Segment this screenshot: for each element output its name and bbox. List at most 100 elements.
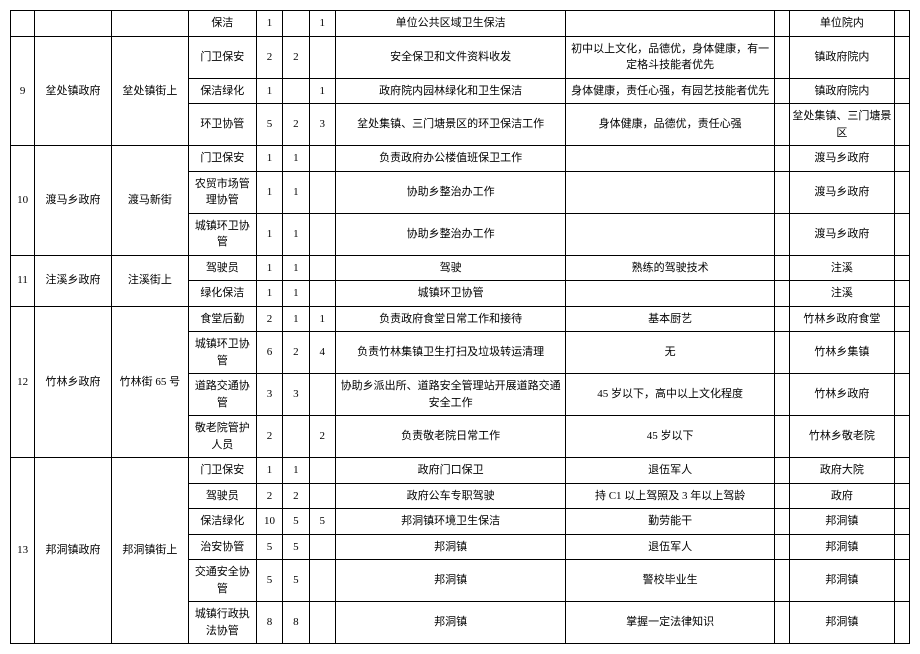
cell-location: 注溪 [790, 281, 894, 307]
cell-duty: 邦洞镇 [335, 602, 566, 644]
cell-duty: 负责敬老院日常工作 [335, 416, 566, 458]
cell-n2: 1 [283, 458, 309, 484]
cell-req: 身体健康，品德优，责任心强 [566, 104, 775, 146]
cell-x [774, 104, 789, 146]
cell-address [111, 11, 188, 37]
cell-y [894, 374, 909, 416]
cell-y [894, 36, 909, 78]
cell-x [774, 332, 789, 374]
cell-post: 食堂后勤 [188, 306, 256, 332]
cell-n3: 3 [309, 104, 335, 146]
cell-n1: 2 [256, 416, 282, 458]
cell-n1: 5 [256, 104, 282, 146]
cell-y [894, 602, 909, 644]
cell-n3 [309, 534, 335, 560]
cell-duty: 政府门口保卫 [335, 458, 566, 484]
table-row: 13邦洞镇政府邦洞镇街上门卫保安11政府门口保卫退伍军人政府大院 [11, 458, 910, 484]
cell-y [894, 78, 909, 104]
cell-post: 农贸市场管理协管 [188, 171, 256, 213]
cell-unit: 坌处镇政府 [35, 36, 112, 146]
cell-x [774, 509, 789, 535]
cell-post: 交通安全协管 [188, 560, 256, 602]
cell-n2: 1 [283, 171, 309, 213]
cell-post: 道路交通协管 [188, 374, 256, 416]
cell-post: 门卫保安 [188, 146, 256, 172]
cell-post: 门卫保安 [188, 458, 256, 484]
cell-x [774, 171, 789, 213]
cell-y [894, 11, 909, 37]
cell-req: 45 岁以下，高中以上文化程度 [566, 374, 775, 416]
cell-n3: 2 [309, 416, 335, 458]
cell-n2: 5 [283, 560, 309, 602]
cell-req [566, 11, 775, 37]
cell-unit: 竹林乡政府 [35, 306, 112, 458]
cell-x [774, 306, 789, 332]
cell-location: 镇政府院内 [790, 36, 894, 78]
cell-location: 注溪 [790, 255, 894, 281]
cell-duty: 协助乡派出所、道路安全管理站开展道路交通安全工作 [335, 374, 566, 416]
cell-x [774, 78, 789, 104]
cell-duty: 负责政府食堂日常工作和接待 [335, 306, 566, 332]
cell-n1: 1 [256, 78, 282, 104]
cell-req: 警校毕业生 [566, 560, 775, 602]
cell-post: 城镇环卫协管 [188, 332, 256, 374]
cell-unit [35, 11, 112, 37]
cell-duty: 政府公车专职驾驶 [335, 483, 566, 509]
cell-req: 基本厨艺 [566, 306, 775, 332]
cell-n3 [309, 483, 335, 509]
cell-location: 邦洞镇 [790, 602, 894, 644]
cell-req: 45 岁以下 [566, 416, 775, 458]
cell-index: 13 [11, 458, 35, 644]
cell-x [774, 416, 789, 458]
cell-location: 坌处集镇、三门塘景区 [790, 104, 894, 146]
cell-req: 掌握一定法律知识 [566, 602, 775, 644]
cell-address: 坌处镇街上 [111, 36, 188, 146]
table-row: 12竹林乡政府竹林街 65 号食堂后勤211负责政府食堂日常工作和接待基本厨艺竹… [11, 306, 910, 332]
cell-location: 渡马乡政府 [790, 213, 894, 255]
cell-post: 驾驶员 [188, 483, 256, 509]
cell-n2: 1 [283, 255, 309, 281]
cell-n2: 1 [283, 281, 309, 307]
cell-n1: 1 [256, 281, 282, 307]
cell-n2 [283, 416, 309, 458]
cell-req [566, 171, 775, 213]
cell-n3 [309, 281, 335, 307]
cell-req: 无 [566, 332, 775, 374]
cell-y [894, 332, 909, 374]
table-row: 10渡马乡政府渡马新街门卫保安11负责政府办公楼值班保卫工作渡马乡政府 [11, 146, 910, 172]
cell-req: 熟练的驾驶技术 [566, 255, 775, 281]
cell-n2: 2 [283, 104, 309, 146]
cell-n3 [309, 560, 335, 602]
cell-y [894, 483, 909, 509]
cell-duty: 单位公共区域卫生保洁 [335, 11, 566, 37]
cell-y [894, 213, 909, 255]
cell-post: 城镇环卫协管 [188, 213, 256, 255]
cell-x [774, 602, 789, 644]
cell-post: 门卫保安 [188, 36, 256, 78]
roster-table: 保洁11单位公共区域卫生保洁单位院内9坌处镇政府坌处镇街上门卫保安22安全保卫和… [10, 10, 910, 644]
cell-x [774, 36, 789, 78]
cell-req: 勤劳能干 [566, 509, 775, 535]
cell-y [894, 534, 909, 560]
cell-index: 10 [11, 146, 35, 256]
cell-n3 [309, 171, 335, 213]
table-row: 9坌处镇政府坌处镇街上门卫保安22安全保卫和文件资料收发初中以上文化，品德优，身… [11, 36, 910, 78]
cell-x [774, 483, 789, 509]
cell-duty: 负责政府办公楼值班保卫工作 [335, 146, 566, 172]
cell-duty: 协助乡整治办工作 [335, 171, 566, 213]
cell-req: 退伍军人 [566, 458, 775, 484]
cell-post: 治安协管 [188, 534, 256, 560]
cell-post: 城镇行政执法协管 [188, 602, 256, 644]
cell-n1: 2 [256, 36, 282, 78]
cell-n2: 2 [283, 36, 309, 78]
cell-location: 竹林乡政府 [790, 374, 894, 416]
cell-n1: 2 [256, 483, 282, 509]
cell-n3 [309, 602, 335, 644]
cell-y [894, 416, 909, 458]
cell-location: 渡马乡政府 [790, 171, 894, 213]
cell-req: 初中以上文化，品德优，身体健康，有一定格斗技能者优先 [566, 36, 775, 78]
cell-location: 竹林乡敬老院 [790, 416, 894, 458]
cell-post: 保洁绿化 [188, 78, 256, 104]
cell-n3 [309, 36, 335, 78]
cell-n1: 6 [256, 332, 282, 374]
